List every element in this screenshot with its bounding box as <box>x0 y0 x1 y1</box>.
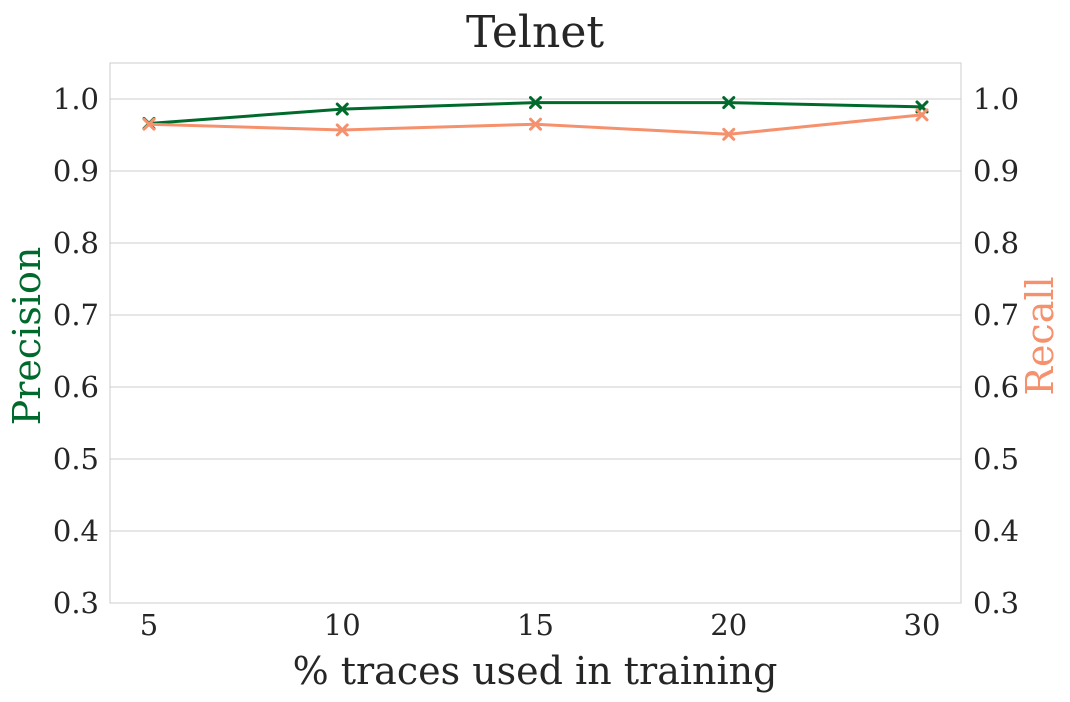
y-tick-label-left: 0.5 <box>53 442 99 476</box>
x-tick-label: 15 <box>517 608 554 642</box>
plot-frame <box>109 62 962 604</box>
x-tick-label: 10 <box>324 608 361 642</box>
y-axis-right: 0.3 0.4 0.5 0.6 0.7 0.8 0.9 1.0 <box>973 82 1019 620</box>
y-tick-label-left: 0.8 <box>53 226 99 260</box>
data-point-marker <box>335 102 349 116</box>
series-layer <box>142 96 929 141</box>
data-point-marker <box>915 108 929 122</box>
data-point-marker <box>142 117 156 131</box>
y-axis-left: 0.3 0.4 0.5 0.6 0.7 0.8 0.9 1.0 <box>53 82 99 620</box>
grid <box>110 98 961 604</box>
x-axis: 5 10 15 20 30 <box>140 608 941 642</box>
y-tick-label-left: 0.7 <box>53 298 99 332</box>
y-tick-label-left: 0.6 <box>53 370 99 404</box>
y-axis-label-left: Precision <box>5 247 49 426</box>
y-tick-label-right: 1.0 <box>973 82 1019 116</box>
data-point-marker <box>529 117 542 131</box>
series-1 <box>142 108 929 141</box>
x-tick-label: 30 <box>904 608 941 642</box>
y-tick-label-right: 0.6 <box>973 370 1019 404</box>
chart-title: Telnet <box>466 7 604 58</box>
y-tick-label-right: 0.5 <box>973 442 1019 476</box>
y-tick-label-right: 0.7 <box>973 298 1019 332</box>
y-tick-label-right: 0.3 <box>973 586 1019 620</box>
x-axis-label: % traces used in training <box>293 649 778 693</box>
y-tick-label-right: 0.9 <box>973 154 1019 188</box>
data-point-marker <box>335 123 349 137</box>
data-point-marker <box>722 127 736 141</box>
y-tick-label-left: 1.0 <box>53 82 99 116</box>
y-tick-label-left: 0.4 <box>53 514 99 548</box>
data-point-marker <box>722 96 736 110</box>
y-tick-label-right: 0.8 <box>973 226 1019 260</box>
y-axis-label-right: Recall <box>1018 276 1062 395</box>
data-point-marker <box>529 96 542 110</box>
series-line <box>148 101 923 125</box>
y-tick-label-left: 0.3 <box>53 586 99 620</box>
y-tick-label-left: 0.9 <box>53 154 99 188</box>
x-tick-label: 20 <box>710 608 747 642</box>
x-tick-label: 5 <box>140 608 158 642</box>
y-tick-label-right: 0.4 <box>973 514 1019 548</box>
